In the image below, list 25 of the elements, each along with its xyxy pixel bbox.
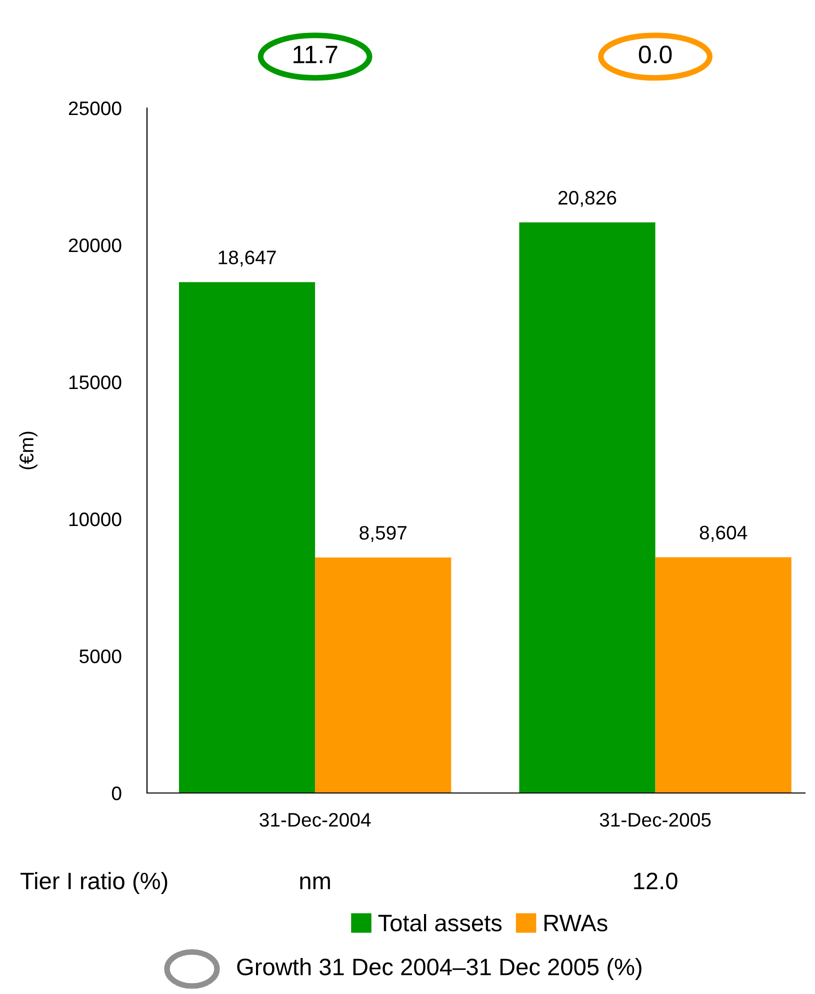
- legend-label: RWAs: [544, 914, 608, 932]
- bar: [519, 222, 656, 793]
- text: 0.0: [638, 46, 672, 64]
- data-label: 18,647: [218, 250, 276, 267]
- text: nm: [300, 876, 330, 890]
- y-tick-label: 10000: [69, 512, 122, 526]
- y-tick-label: 15000: [69, 375, 122, 390]
- y-tick-label: 5000: [80, 649, 122, 664]
- text: Growth 31 Dec 2004–31 Dec 2005 (%): [237, 958, 642, 980]
- bar: [655, 557, 792, 793]
- bar: [315, 557, 452, 793]
- data-label: 8,604: [700, 526, 748, 542]
- data-label: 8,597: [360, 526, 406, 542]
- y-tick-label: 25000: [68, 101, 122, 116]
- data-label: 20,826: [558, 190, 616, 207]
- y-tick-label: 20000: [68, 238, 122, 252]
- text: 12.0: [634, 872, 678, 890]
- legend-label: Total assets: [378, 914, 502, 932]
- text: Tier I ratio (%): [20, 872, 168, 894]
- x-tick-label: 31-Dec-2005: [600, 812, 711, 827]
- bar: [178, 282, 316, 793]
- y-tick-label: 0: [112, 786, 122, 800]
- y-axis-title: (€m): [19, 432, 38, 470]
- x-tick-label: 31-Dec-2004: [260, 812, 371, 827]
- text: 11.7: [294, 46, 338, 64]
